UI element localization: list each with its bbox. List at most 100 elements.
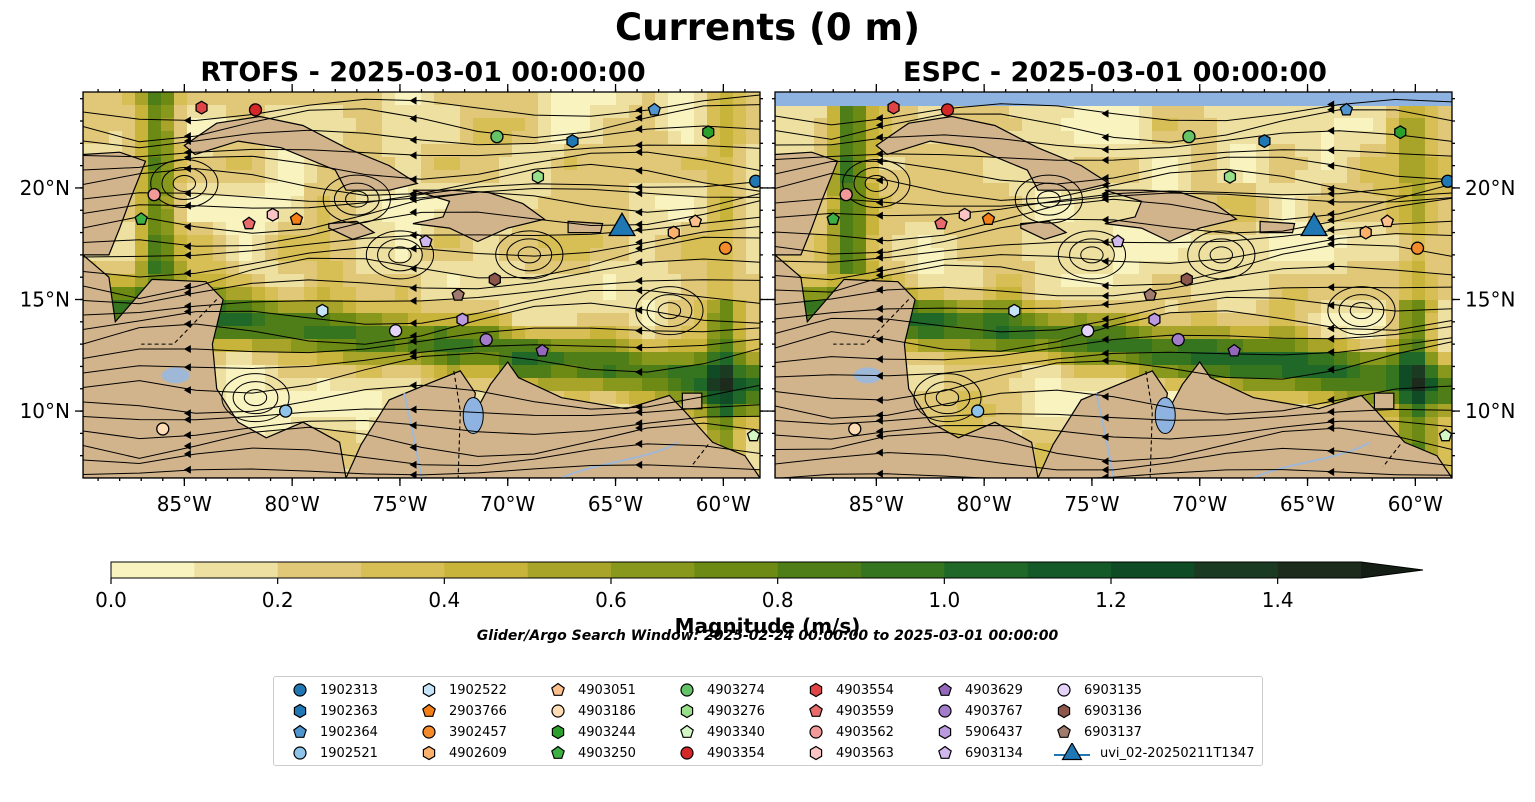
borders: [141, 299, 709, 478]
marker-4903559: [934, 216, 948, 230]
marker-4903244: [1394, 125, 1407, 140]
marker-4903051: [688, 214, 703, 228]
legend-item: 6903135: [1052, 680, 1142, 700]
marker-4903244: [702, 125, 715, 140]
marker-4903562: [839, 187, 853, 202]
marker-5906437: [456, 312, 469, 327]
lake-maracaibo: [462, 397, 484, 435]
streamline-arrows: [875, 100, 1335, 478]
legend-marker-icon: [680, 724, 694, 738]
marker-2903766: [289, 212, 304, 225]
marker-4903186: [848, 422, 862, 436]
colorbar-tick-label: 1.2: [1095, 588, 1127, 612]
legend-item: 4903186: [546, 701, 636, 721]
marker-1902521: [971, 404, 985, 418]
legend-item: 5906437: [933, 722, 1023, 742]
legend-marker-icon: [1057, 703, 1071, 719]
legend-marker-icon: [680, 746, 694, 760]
legend-marker-icon: [809, 682, 823, 698]
y-tick-label: 10°N: [1465, 399, 1515, 423]
marker-4903354: [248, 103, 263, 117]
colorbar-tick-label: 0.8: [762, 588, 794, 612]
x-tick-label: 70°W: [1172, 492, 1227, 516]
legend-item: 4902609: [417, 743, 507, 763]
legend-marker-icon: [938, 745, 952, 759]
legend-marker-icon: [293, 724, 307, 738]
legend-item: 1902363: [288, 701, 378, 721]
legend-label: 4903340: [707, 724, 765, 740]
lake-nicaragua: [161, 367, 190, 384]
marker-5906437: [1148, 312, 1161, 327]
colorbar-outline: [110, 561, 1424, 579]
colorbar-tick-label: 0.6: [595, 588, 627, 612]
x-tick-label: 80°W: [265, 492, 320, 516]
rtofs-panel-title: RTOFS - 2025-03-01 00:00:00: [200, 57, 646, 88]
x-tick-label: 65°W: [588, 492, 643, 516]
borders: [833, 299, 1401, 478]
marker-4903186: [156, 422, 170, 436]
legend-item: 4903559: [804, 701, 894, 721]
y-tick-label: 15°N: [1465, 288, 1515, 312]
marker-4902609: [1359, 225, 1372, 240]
legend-marker-icon: [551, 745, 565, 759]
float-legend: 1902313 1902363 1902364 1902521 1902522 29037…: [273, 676, 1263, 766]
legend-marker-icon: [1057, 724, 1071, 738]
marker-4903563: [958, 207, 971, 222]
legend-label: 4903354: [707, 745, 765, 761]
legend-label: 4903562: [836, 724, 894, 740]
float-markers: [134, 100, 760, 442]
marker-4903340: [1438, 428, 1452, 442]
legend-item: 1902522: [417, 680, 507, 700]
legend-item: 4903274: [675, 680, 765, 700]
axis-ticks: [767, 84, 1460, 486]
colorbar-bands: [111, 562, 1362, 578]
legend-label: 6903136: [1084, 703, 1142, 719]
legend-label: 6903134: [965, 745, 1023, 761]
legend-item: 4903562: [804, 722, 894, 742]
x-tick-label: 85°W: [849, 492, 904, 516]
x-tick-label: 60°W: [696, 492, 751, 516]
legend-marker-icon: [809, 745, 823, 761]
y-tick-label: 20°N: [20, 176, 70, 200]
legend-label: 4903767: [965, 703, 1023, 719]
marker-6903135: [388, 324, 403, 338]
marker-1902313: [1441, 174, 1452, 188]
legend-label: 4903554: [836, 682, 894, 698]
legend-item: 6903136: [1052, 701, 1142, 721]
legend-item: 4903629: [933, 680, 1023, 700]
legend-item: uvi_02-20250211T1347: [1052, 743, 1254, 763]
legend-marker-icon: [422, 745, 436, 761]
streamline-arrows: [183, 96, 643, 478]
rtofs-map-panel: 85°W 80°W 75°W 70°W 65°W 60°W 10°N 15°N 20°N: [20, 84, 768, 516]
legend-label: 3902457: [449, 724, 507, 740]
y-tick-label: 20°N: [1465, 176, 1515, 200]
marker-4903276: [531, 169, 545, 184]
legend-item: 4903276: [675, 701, 765, 721]
legend-item: 4903554: [804, 680, 894, 700]
colorbar-tick-label: 0.4: [428, 588, 460, 612]
marker-1902363: [566, 134, 579, 149]
legend-marker-icon: [293, 746, 307, 760]
espc-panel-title: ESPC - 2025-03-01 00:00:00: [903, 57, 1327, 88]
colorbar-label: Magnitude (m/s): [674, 614, 861, 638]
legend-label: 1902313: [320, 682, 378, 698]
marker-1902363: [1258, 134, 1271, 149]
legend-label: 6903137: [1084, 724, 1142, 740]
legend-label: 5906437: [965, 724, 1023, 740]
marker-3902457: [1410, 241, 1425, 255]
legend-marker-icon: [293, 703, 307, 719]
marker-3902457: [718, 241, 733, 255]
marker-4903629: [1227, 343, 1241, 357]
colorbar-tick-label: 0.2: [262, 588, 294, 612]
legend-item: 1902364: [288, 722, 378, 742]
legend-label: 1902363: [320, 703, 378, 719]
x-tick-label: 75°W: [372, 492, 427, 516]
marker-4903276: [1223, 169, 1237, 184]
legend-marker-icon: [680, 683, 694, 697]
legend-item: 6903134: [933, 743, 1023, 763]
legend-label: uvi_02-20250211T1347: [1100, 745, 1255, 761]
marker-4903274: [490, 129, 504, 144]
marker-2903766: [981, 212, 996, 225]
legend-label: 4903244: [578, 724, 636, 740]
legend-label: 4903563: [836, 745, 894, 761]
